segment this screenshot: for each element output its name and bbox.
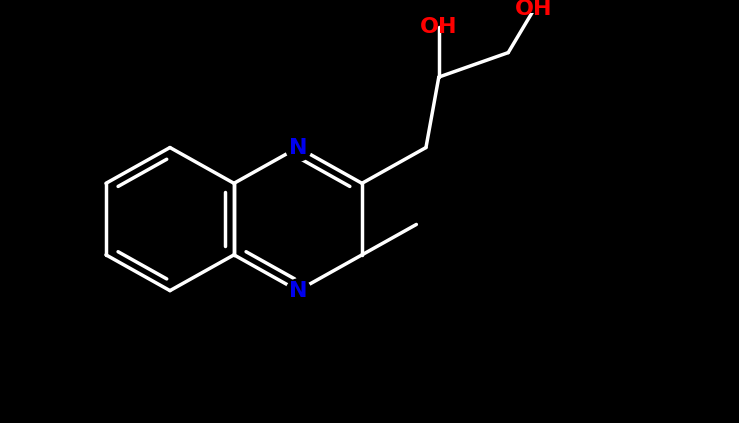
Text: OH: OH bbox=[515, 0, 553, 19]
Text: N: N bbox=[289, 137, 307, 157]
Text: OH: OH bbox=[420, 17, 457, 37]
Text: N: N bbox=[289, 280, 307, 301]
